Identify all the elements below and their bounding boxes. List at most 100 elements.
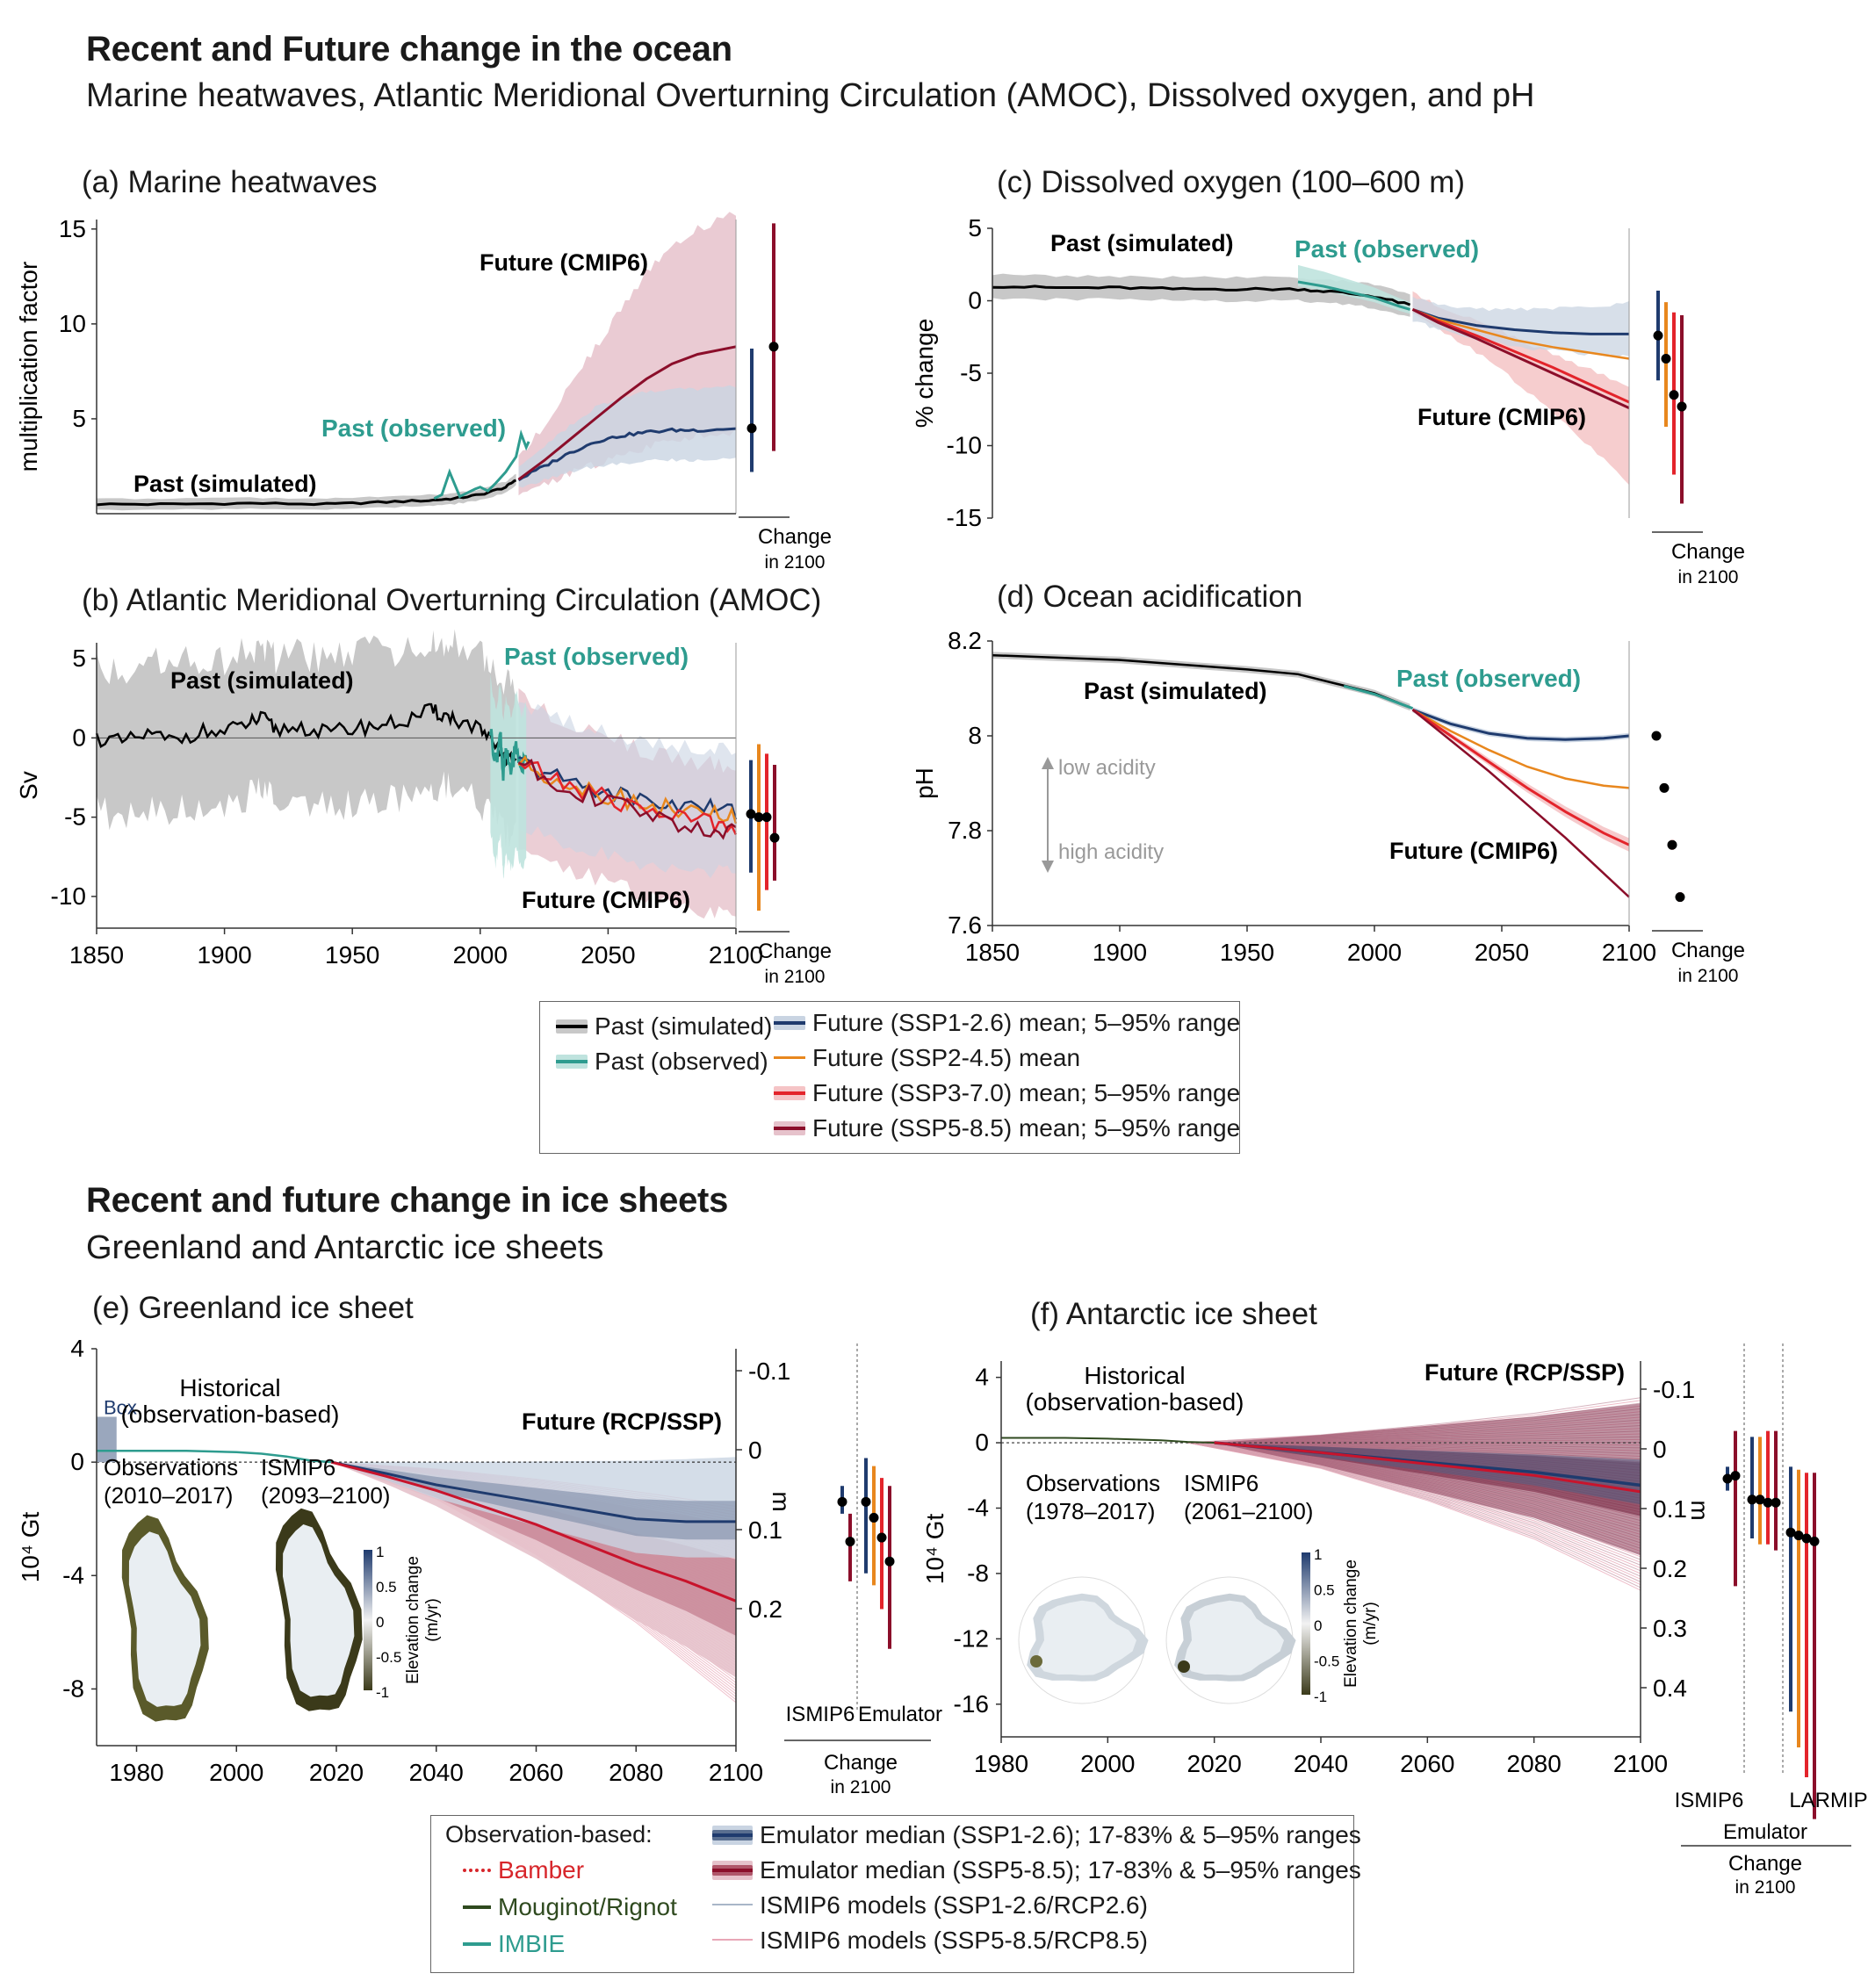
y-tick-label: -16 xyxy=(954,1690,989,1718)
y-tick-label: -5 xyxy=(64,803,86,831)
x-tick-label: 1950 xyxy=(1220,939,1274,966)
colorbar-greenland xyxy=(364,1550,372,1690)
y2-axis-label: m xyxy=(1686,1500,1713,1520)
change-median-ssp585 xyxy=(1677,401,1687,412)
legend-ssp126: Future (SSP1-2.6) mean; 5–95% range xyxy=(774,1009,1240,1037)
y-tick-label: 4 xyxy=(975,1364,989,1391)
change-label: Change xyxy=(1671,540,1745,564)
chart-amoc: 5 0 -5 -10 1850 1900 1950 2000 2050 2100 Sv Change i… xyxy=(15,629,832,987)
map-obs-loss-spot xyxy=(1030,1655,1042,1667)
change-label: Change xyxy=(824,1751,898,1775)
y-tick-label: 7.6 xyxy=(948,911,982,939)
change-label: Change xyxy=(1728,1852,1802,1876)
label-obs-map: Observations xyxy=(1026,1470,1160,1496)
x-tick-label: 2040 xyxy=(1294,1750,1348,1777)
y-tick-label: 0 xyxy=(72,724,86,751)
change-median-Emulator-ssp585 xyxy=(884,1556,895,1567)
line-past-observed xyxy=(488,729,528,782)
band-ssp585-outer xyxy=(1214,1403,1641,1556)
line-past-observed xyxy=(1343,684,1414,710)
colorbar-antarctica xyxy=(1302,1552,1310,1695)
change-label-sub: in 2100 xyxy=(1678,567,1739,587)
label-past-observed: Past (observed) xyxy=(1295,235,1479,263)
y-tick-label: -8 xyxy=(62,1675,84,1702)
colorbar-antarctica-label: (m/yr) xyxy=(1361,1602,1380,1646)
line-ssp245 xyxy=(1411,709,1630,789)
band-past-observed xyxy=(490,674,527,879)
change-label-sub: in 2100 xyxy=(1678,966,1739,986)
map-antarctica-ismip6 xyxy=(1174,1593,1296,1682)
band-ssp126-inner xyxy=(1214,1443,1641,1505)
colorbar-greenland-label: Elevation change xyxy=(404,1556,422,1684)
label-future: Future (CMIP6) xyxy=(1389,838,1558,864)
chart-antarctic-ice-sheet: 4 0 -4 -8 -12 -16 -0.1 0 0.1 0.2 0.3 0.4 1980 2000 202… xyxy=(921,1343,1868,1898)
y2-tick-label: 0.3 xyxy=(1653,1615,1687,1642)
map-greenland-observations xyxy=(121,1515,209,1722)
colorbar-greenland-tick: 1 xyxy=(376,1544,384,1560)
map-greenland-observations-interior xyxy=(128,1531,201,1707)
map-greenland-ismip6 xyxy=(275,1508,363,1711)
y-tick-label: 5 xyxy=(968,214,982,241)
colorbar-greenland-label: (m/yr) xyxy=(423,1598,442,1642)
ismip6-model xyxy=(1187,1442,1641,1591)
y-axis-label: % change xyxy=(911,319,938,429)
x-tick-label: 1900 xyxy=(1093,939,1147,966)
band-ssp126 xyxy=(518,702,736,879)
label-low-acidity: low acidity xyxy=(1058,756,1156,780)
ocean-legend: Past (simulated) Past (observed) Future … xyxy=(539,1001,1240,1154)
x-tick-label: 1980 xyxy=(109,1759,163,1786)
label-future: Future (CMIP6) xyxy=(522,887,690,913)
chart-dissolved-oxygen: 5 0 -5 -10 -15 % change Change in 2100 Past (sim… xyxy=(911,214,1745,587)
x-tick-label: 2000 xyxy=(1347,939,1402,966)
y2-tick-label: 0.2 xyxy=(748,1595,783,1623)
y2-tick-label: 0.1 xyxy=(748,1516,783,1544)
label-historical: (observation-based) xyxy=(120,1401,339,1428)
line-ssp370 xyxy=(1411,709,1630,846)
change-median-ssp370 xyxy=(1669,390,1679,400)
y-tick-label: -12 xyxy=(954,1624,989,1652)
change-median-Emulator-ssp126 xyxy=(861,1496,871,1507)
colorbar-greenland-tick: -1 xyxy=(376,1684,389,1701)
line-ssp585 xyxy=(330,1460,737,1603)
change-median-Emulator-ssp245 xyxy=(1755,1495,1765,1505)
label-future: Future (CMIP6) xyxy=(1417,404,1586,430)
change-median-ssp585 xyxy=(769,832,780,843)
label-past-simulated: Past (simulated) xyxy=(1084,678,1267,704)
change-median-ssp245 xyxy=(754,812,764,823)
change-median-ssp245 xyxy=(1659,782,1670,793)
y2-tick-label: -0.1 xyxy=(1653,1376,1695,1403)
panel-f-title: (f) Antarctic ice sheet xyxy=(1030,1297,1317,1331)
map-antarctica-observations xyxy=(1027,1593,1149,1682)
panel-a-title: (a) Marine heatwaves xyxy=(82,165,378,199)
group-label-ismip6: ISMIP6 xyxy=(1675,1789,1744,1812)
y-tick-label: 15 xyxy=(59,215,86,242)
panel-d-title: (d) Ocean acidification xyxy=(997,580,1303,614)
y-tick-label: 5 xyxy=(72,405,86,432)
group-label-larmip: LARMIP xyxy=(1789,1789,1867,1812)
ice-section-subtitle: Greenland and Antarctic ice sheets xyxy=(86,1229,604,1266)
x-tick-label: 2060 xyxy=(1400,1750,1454,1777)
label-box: Box xyxy=(104,1396,137,1418)
colorbar-antarctica-tick: 0 xyxy=(1314,1617,1322,1634)
change-median-ssp245 xyxy=(1661,354,1671,364)
x-tick-label: 2100 xyxy=(1613,1750,1668,1777)
y-axis-label: pH xyxy=(911,767,938,799)
label-future: Future (RCP/SSP) xyxy=(522,1408,722,1435)
legend-past-observed: Past (observed) xyxy=(556,1048,768,1076)
line-ssp585 xyxy=(518,758,737,840)
group-label-ismip6: ISMIP6 xyxy=(786,1703,855,1726)
change-label-sub: in 2100 xyxy=(765,552,826,573)
legend-observation-heading: Observation-based: xyxy=(445,1821,653,1848)
line-historical xyxy=(97,1449,332,1464)
line-historical xyxy=(1001,1437,1215,1444)
y2-tick-label: 0 xyxy=(1653,1436,1667,1463)
ocean-section-subtitle: Marine heatwaves, Atlantic Meridional Ov… xyxy=(86,77,1535,114)
line-ssp585 xyxy=(517,345,737,481)
y-axis-label: 10⁴ Gt xyxy=(17,1512,44,1583)
x-tick-label: 1900 xyxy=(197,941,251,969)
y-tick-label: -4 xyxy=(62,1561,84,1588)
y-tick-label: -10 xyxy=(51,882,86,910)
change-median-ssp126 xyxy=(1651,731,1662,741)
y-tick-label: 7.8 xyxy=(948,817,982,844)
